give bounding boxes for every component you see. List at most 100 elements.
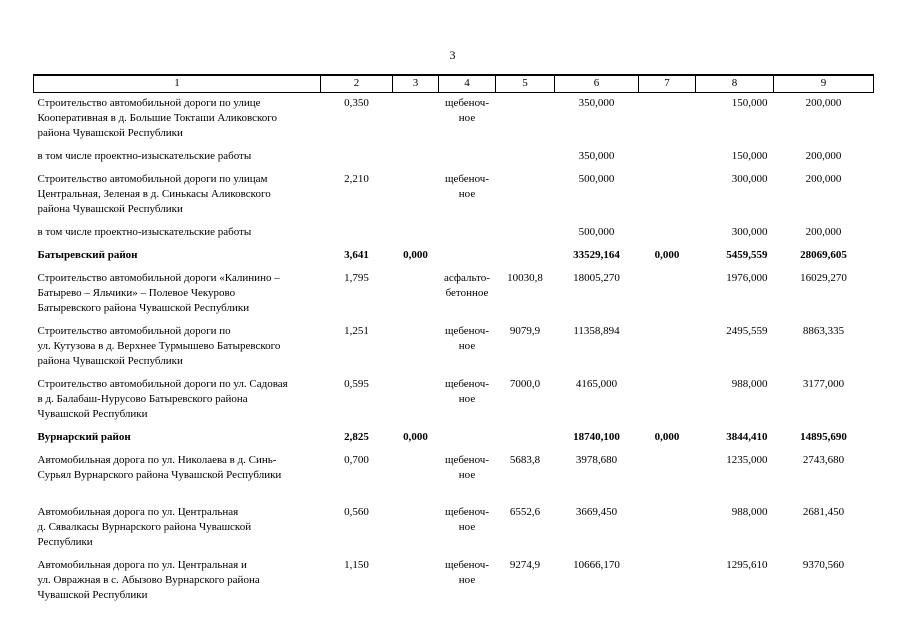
- row-value-cell: 200,000: [805, 226, 842, 238]
- row-value-cell: [639, 169, 696, 222]
- column-header: 8: [695, 74, 774, 93]
- column-header: 5: [495, 74, 555, 93]
- row-value-cell: 1295,610: [726, 559, 768, 571]
- row-value-cell: 200,000: [805, 97, 842, 109]
- row-name-cell: Автомобильная дорога по ул. Николаева в …: [37, 454, 282, 481]
- row-value-cell: 200,000: [805, 150, 842, 162]
- table-row: Автомобильная дорога по ул. Центральная …: [34, 502, 874, 555]
- row-value-cell: 5683,8: [509, 454, 541, 466]
- row-name-cell: Строительство автомобильной дороги по ул…: [37, 378, 288, 420]
- row-value-cell: [393, 502, 439, 555]
- row-value-cell: 14895,690: [800, 431, 847, 443]
- row-value-cell: щебеноч- ное: [445, 173, 489, 200]
- row-value-cell: щебеноч- ное: [445, 97, 489, 124]
- row-value-cell: 0,700: [344, 454, 369, 466]
- table-row: Батыревский район 3,641 0,000 33529,164 0,00…: [34, 245, 874, 268]
- row-value-cell: 0,000: [403, 249, 428, 261]
- table-row: Строительство автомобильной дороги по ул…: [34, 93, 874, 147]
- row-value-cell: [393, 93, 439, 147]
- column-header: 9: [773, 74, 874, 93]
- row-value-cell: 1,150: [344, 559, 369, 571]
- page-number: 3: [449, 48, 456, 62]
- row-value-cell: [321, 222, 393, 245]
- row-value-cell: 350,000: [578, 97, 615, 109]
- row-name-cell: Автомобильная дорога по ул. Центральная …: [37, 559, 260, 601]
- row-value-cell: [439, 427, 496, 450]
- row-value-cell: 0,000: [654, 249, 680, 261]
- row-value-cell: [496, 427, 555, 450]
- column-header: 1: [33, 74, 321, 93]
- row-name-cell: Строительство автомобильной дороги по ул…: [37, 97, 278, 139]
- row-value-cell: щебеноч- ное: [445, 378, 489, 405]
- row-value-cell: 3177,000: [802, 378, 845, 390]
- row-value-cell: [639, 222, 696, 245]
- row-name-cell: Строительство автомобильной дороги «Кали…: [37, 272, 280, 314]
- column-header: 6: [554, 74, 639, 93]
- row-value-cell: 2743,680: [802, 454, 845, 466]
- table-row: Строительство автомобильной дороги по ул…: [34, 374, 874, 427]
- row-value-cell: 9274,9: [509, 559, 541, 571]
- row-value-cell: 0,000: [654, 431, 680, 443]
- row-value-cell: щебеноч- ное: [445, 454, 489, 481]
- row-value-cell: 3844,410: [726, 431, 768, 443]
- row-value-cell: 9370,560: [802, 559, 845, 571]
- row-value-cell: 0,595: [344, 378, 369, 390]
- row-value-cell: [639, 321, 696, 374]
- row-value-cell: 300,000: [731, 173, 768, 185]
- row-value-cell: [321, 146, 393, 169]
- row-value-cell: [496, 93, 555, 147]
- row-value-cell: 0,350: [344, 97, 369, 109]
- row-value-cell: [496, 245, 555, 268]
- row-value-cell: [393, 450, 439, 502]
- row-value-cell: [393, 321, 439, 374]
- row-value-cell: 4165,000: [575, 378, 618, 390]
- row-value-cell: [439, 245, 496, 268]
- row-value-cell: [439, 146, 496, 169]
- row-value-cell: щебеноч- ное: [445, 559, 489, 586]
- column-header: 4: [438, 74, 496, 93]
- row-value-cell: 6552,6: [509, 506, 541, 518]
- row-name-cell: Батыревский район: [37, 249, 138, 261]
- row-value-cell: 28069,605: [800, 249, 847, 261]
- row-value-cell: [393, 222, 439, 245]
- row-value-cell: асфальто- бетонное: [444, 272, 490, 299]
- row-value-cell: 150,000: [731, 97, 768, 109]
- row-value-cell: [639, 268, 696, 321]
- row-value-cell: 2,825: [344, 431, 369, 443]
- row-value-cell: [496, 146, 555, 169]
- row-value-cell: 1235,000: [726, 454, 768, 466]
- row-value-cell: щебеноч- ное: [445, 325, 489, 352]
- row-value-cell: 2681,450: [802, 506, 845, 518]
- row-value-cell: 8863,335: [802, 325, 845, 337]
- row-value-cell: [439, 222, 496, 245]
- row-value-cell: 200,000: [805, 173, 842, 185]
- table-row: Вурнарский район 2,825 0,000 18740,100 0,000…: [34, 427, 874, 450]
- row-value-cell: 2,210: [344, 173, 369, 185]
- row-value-cell: [393, 374, 439, 427]
- row-value-cell: [639, 146, 696, 169]
- row-value-cell: 988,000: [731, 378, 768, 390]
- column-header: 3: [392, 74, 439, 93]
- row-value-cell: 3,641: [344, 249, 369, 261]
- table-row: в том числе проектно-изыскательские рабо…: [34, 222, 874, 245]
- row-value-cell: 18005,270: [573, 272, 620, 284]
- row-value-cell: 350,000: [578, 150, 615, 162]
- column-header: 2: [320, 74, 393, 93]
- row-name-cell: Автомобильная дорога по ул. Центральная …: [37, 506, 252, 548]
- row-value-cell: 500,000: [578, 173, 615, 185]
- row-value-cell: [639, 450, 696, 502]
- row-value-cell: 10666,170: [573, 559, 620, 571]
- column-header: 7: [638, 74, 696, 93]
- row-value-cell: 1,795: [344, 272, 369, 284]
- table-row: в том числе проектно-изыскательские рабо…: [34, 146, 874, 169]
- row-value-cell: [496, 222, 555, 245]
- row-value-cell: 300,000: [731, 226, 768, 238]
- row-value-cell: [639, 93, 696, 147]
- row-value-cell: 7000,0: [509, 378, 541, 390]
- table-row: Автомобильная дорога по ул. Николаева в …: [34, 450, 874, 502]
- table-row: Строительство автомобильной дороги по ул…: [34, 169, 874, 222]
